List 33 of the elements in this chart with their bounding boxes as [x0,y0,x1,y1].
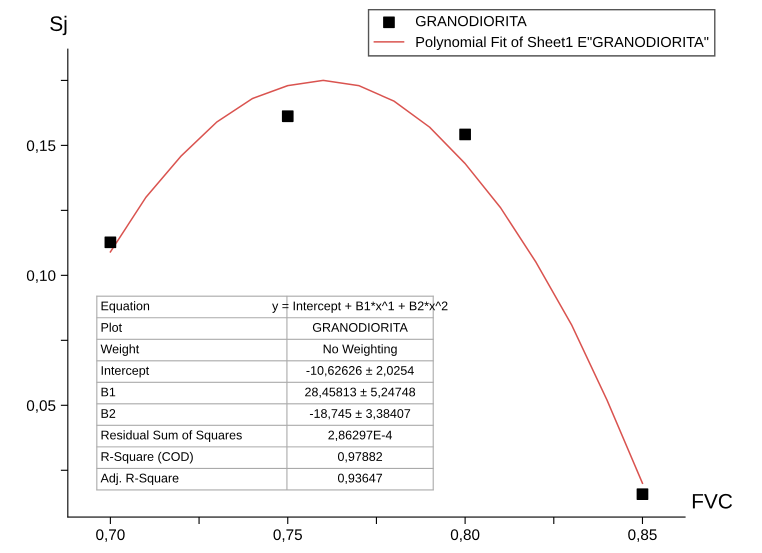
annotation: Intercept [102,366,150,378]
annotation: Weight [100,344,140,356]
x-tick-label: 0,80 [450,529,480,542]
y-axis-title: Sj [50,16,66,36]
point [282,110,294,122]
legend-label: GRANODIORITA [416,16,527,26]
annotation: -18,745 ± 3,38407 [310,409,410,420]
annotation: 28,45813 ± 5,24748 [305,388,416,398]
y-tick-label: 0,05 [26,400,56,413]
annotation: 2,86297E-4 [328,430,392,441]
x-tick-label: 0,75 [273,529,302,542]
annotation: Adj. R-Square [100,473,178,485]
annotation: 0,93647 [338,474,382,484]
y-tick-label: 0,15 [26,140,56,153]
annotation: Equation [102,301,150,313]
annotation: B1 [102,388,116,396]
annotation: Plot [102,322,122,332]
annotation: y = Intercept + B1*x^1 + B2*x^2 [272,302,448,313]
annotation: B2 [102,409,116,418]
annotation: R-Square (COD) [102,452,193,464]
x-axis-title: FVC [692,494,732,509]
y-tick-label: 0,10 [26,270,56,283]
annotation: Residual Sum of Squares [102,430,242,442]
legend-label: Polynomial Fit of Sheet1 E"GRANODIORITA" [416,36,708,50]
annotation: GRANODIORITA [312,323,408,332]
annotation: 0,97882 [338,452,382,462]
point [636,488,648,500]
x-tick-label: 0,85 [628,529,657,542]
point [459,128,471,140]
point [104,236,116,248]
annotation: No Weighting [324,344,397,356]
annotation: -10,62626 ± 2,0254 [306,366,414,376]
x-tick-label: 0,70 [96,529,125,542]
